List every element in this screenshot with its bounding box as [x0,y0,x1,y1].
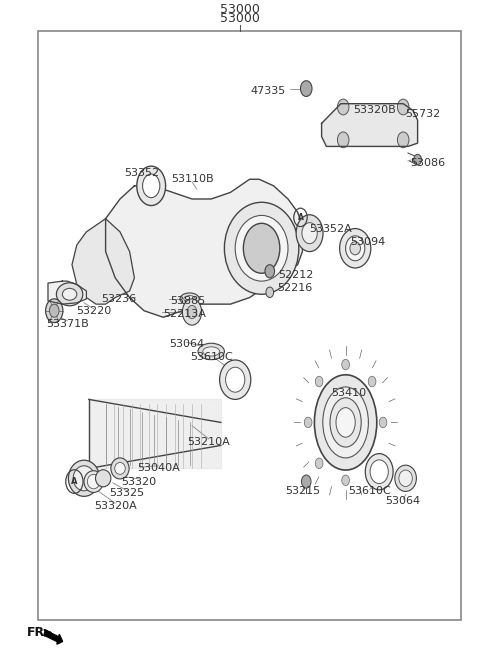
Text: A: A [71,477,78,486]
Circle shape [187,305,197,318]
Text: 53220: 53220 [76,306,111,316]
Circle shape [315,376,323,387]
Text: 53000: 53000 [220,3,260,16]
Ellipse shape [203,347,219,356]
Polygon shape [72,219,134,304]
Polygon shape [48,281,86,304]
Text: 53610C: 53610C [348,486,391,496]
Text: 53000: 53000 [220,12,260,25]
Polygon shape [89,399,221,469]
Text: 53352: 53352 [124,167,159,178]
Text: 53610C: 53610C [190,352,233,362]
Text: 53320A: 53320A [94,501,137,511]
Circle shape [337,132,349,148]
Ellipse shape [73,466,95,491]
Polygon shape [106,179,302,317]
Ellipse shape [84,471,103,492]
Text: 53086: 53086 [410,158,445,168]
Circle shape [301,475,311,488]
Polygon shape [322,103,418,146]
Circle shape [342,475,349,486]
Text: 53040A: 53040A [137,463,180,473]
Text: 53110B: 53110B [171,174,213,185]
Text: 53320B: 53320B [353,105,396,115]
Ellipse shape [62,289,77,301]
Text: 53236: 53236 [102,294,137,304]
Ellipse shape [370,460,388,484]
Ellipse shape [330,398,361,447]
Circle shape [397,99,409,115]
Circle shape [137,166,166,206]
Text: 47335: 47335 [251,86,286,96]
Ellipse shape [115,463,125,474]
Circle shape [296,215,323,252]
Circle shape [243,223,280,273]
Ellipse shape [219,360,251,399]
Text: 53325: 53325 [109,488,145,498]
Circle shape [397,132,409,148]
Circle shape [337,99,349,115]
Ellipse shape [350,242,360,255]
Text: FR.: FR. [26,626,49,639]
Ellipse shape [96,470,111,487]
Circle shape [368,458,376,469]
Ellipse shape [69,460,100,496]
Circle shape [266,287,274,298]
Circle shape [342,359,349,370]
Text: 53094: 53094 [350,237,385,246]
Text: 52212: 52212 [278,270,314,279]
Ellipse shape [395,465,416,492]
Text: 53210A: 53210A [187,437,230,447]
Ellipse shape [399,470,412,486]
Ellipse shape [226,367,245,392]
Circle shape [265,265,275,278]
Ellipse shape [180,293,199,305]
Circle shape [300,80,312,96]
Ellipse shape [365,453,393,490]
Circle shape [302,223,317,244]
Ellipse shape [336,408,355,437]
Ellipse shape [111,458,129,479]
Text: 53320: 53320 [121,476,157,486]
Text: 53885: 53885 [170,296,205,306]
Text: A: A [298,213,303,222]
Circle shape [368,376,376,387]
Ellipse shape [346,236,365,261]
Circle shape [315,458,323,469]
Ellipse shape [198,343,224,360]
Text: 53352A: 53352A [310,223,352,233]
Ellipse shape [323,387,369,458]
Text: 53064: 53064 [169,339,205,349]
Ellipse shape [184,296,195,302]
Text: 52216: 52216 [277,283,312,293]
Ellipse shape [339,229,371,268]
Circle shape [414,154,421,165]
Ellipse shape [314,375,377,470]
Circle shape [143,174,160,198]
Text: 53064: 53064 [385,496,421,506]
Text: 55732: 55732 [406,109,441,119]
Ellipse shape [87,474,100,489]
Ellipse shape [225,202,299,295]
Ellipse shape [56,283,83,306]
Text: 52213A: 52213A [163,309,206,319]
Ellipse shape [235,215,288,281]
Circle shape [46,299,63,322]
Text: 53371B: 53371B [46,319,89,329]
FancyArrow shape [44,630,62,645]
Text: 53410: 53410 [331,388,366,398]
Text: 53215: 53215 [285,486,320,496]
Circle shape [49,304,59,317]
Circle shape [379,417,387,428]
Circle shape [304,417,312,428]
Circle shape [182,299,202,325]
